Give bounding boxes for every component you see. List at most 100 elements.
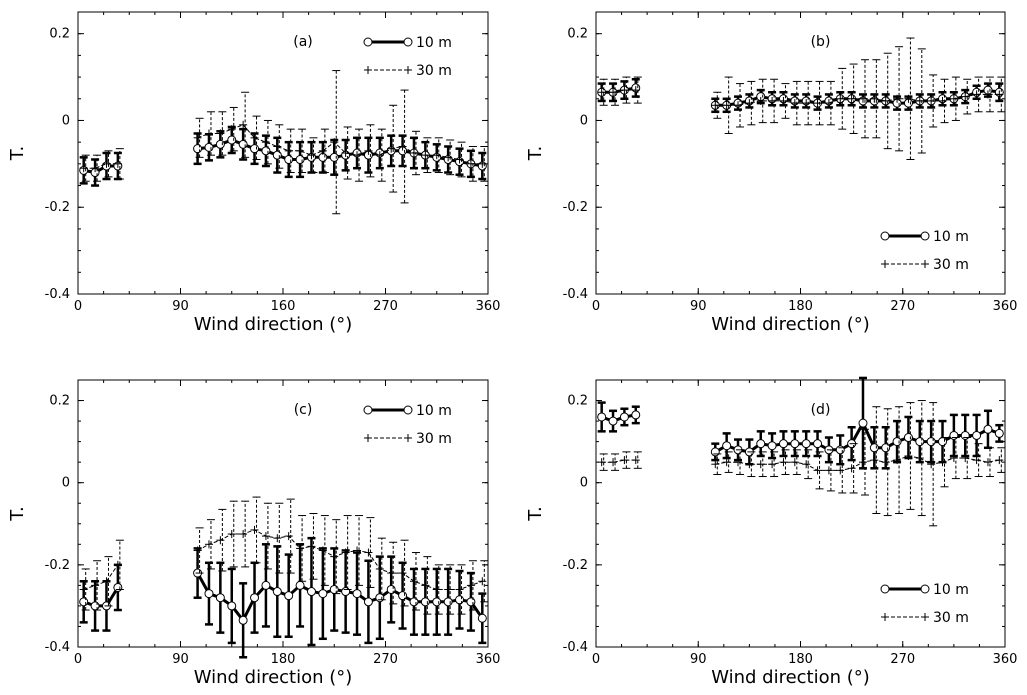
data-point: [193, 546, 202, 555]
data-point: [904, 451, 913, 460]
data-point: [927, 96, 936, 105]
data-point: [307, 151, 316, 160]
data-point: [858, 418, 868, 428]
series-line: [83, 564, 119, 590]
data-point: [387, 569, 396, 578]
panel-label: (c): [294, 402, 313, 418]
data-point: [364, 548, 373, 557]
data-point: [239, 530, 248, 539]
data-point: [870, 94, 879, 103]
data-point: [983, 90, 992, 99]
data-point: [250, 593, 260, 603]
data-point: [858, 458, 867, 467]
data-point: [250, 133, 259, 142]
x-tick-label: 360: [476, 299, 501, 314]
x-tick-label: 90: [172, 299, 189, 314]
data-point: [284, 146, 293, 155]
data-point: [284, 532, 293, 541]
data-point: [444, 153, 453, 162]
data-point: [261, 580, 271, 590]
x-tick-label: 360: [993, 299, 1018, 314]
data-point: [949, 430, 959, 440]
x-tick-label: 270: [373, 299, 398, 314]
data-point: [813, 439, 823, 449]
data-point: [631, 410, 641, 420]
x-tick-label: 270: [373, 652, 398, 667]
legend: [880, 231, 930, 268]
data-point: [273, 142, 282, 151]
data-point: [238, 139, 248, 149]
legend-label-30m: 30 m: [933, 257, 969, 273]
data-point: [995, 456, 1004, 465]
x-axis-title: Wind direction (°): [711, 667, 870, 688]
legend: [363, 37, 413, 74]
data-point: [215, 593, 225, 603]
data-point: [398, 591, 408, 601]
y-tick-label: 0.2: [49, 27, 70, 42]
x-tick-label: 180: [271, 652, 296, 667]
data-point: [915, 437, 925, 447]
y-tick-label: 0: [62, 476, 70, 491]
data-point: [398, 142, 407, 151]
data-point: [779, 96, 788, 105]
data-point: [824, 99, 833, 108]
data-point: [250, 525, 259, 534]
data-point: [756, 460, 765, 469]
data-point: [375, 593, 385, 603]
data-point: [994, 428, 1004, 438]
data-point: [79, 597, 89, 607]
data-point: [961, 454, 970, 463]
series-30m: [79, 496, 489, 615]
data-point: [466, 597, 476, 607]
y-tick-label: 0.2: [567, 394, 588, 409]
data-point: [398, 569, 407, 578]
legend-marker-10m: [920, 584, 930, 594]
data-point: [734, 458, 743, 467]
data-point: [295, 580, 305, 590]
data-point: [421, 581, 430, 590]
data-point: [409, 149, 418, 157]
data-point: [813, 466, 822, 475]
data-point: [597, 88, 606, 97]
data-point: [318, 546, 327, 555]
x-tick-label: 360: [993, 652, 1018, 667]
x-tick-label: 270: [890, 299, 915, 314]
plot-area: 0.2 0 -0.2 -0.4 0 90 180 270 360: [563, 11, 1018, 314]
data-point: [272, 587, 282, 597]
data-point: [113, 582, 123, 592]
x-tick-label: 270: [890, 652, 915, 667]
data-point: [836, 466, 845, 475]
data-point: [609, 458, 618, 467]
data-point: [892, 437, 902, 447]
data-point: [801, 439, 811, 449]
legend-label-30m: 30 m: [416, 63, 452, 79]
data-point: [341, 587, 351, 597]
series-line: [601, 413, 637, 423]
y-axis-title: T.: [525, 506, 546, 522]
legend-marker-10m: [880, 584, 890, 594]
plot-area: 0.2 0 -0.2 -0.4 0 90 180 270 360: [45, 379, 500, 667]
data-point: [983, 424, 993, 434]
data-point: [90, 601, 100, 611]
data-point: [972, 430, 982, 440]
data-point: [597, 458, 606, 467]
data-point: [904, 94, 913, 103]
axes-frame: [595, 11, 1006, 295]
plot-area: 0.2 0 -0.2 -0.4 0 90 160 270 360: [45, 11, 501, 314]
legend-marker-10m: [880, 231, 890, 241]
data-point: [710, 447, 720, 457]
data-point: [443, 597, 453, 607]
data-point: [779, 458, 788, 467]
data-point: [858, 94, 867, 103]
series-line: [601, 86, 637, 94]
panel-d: 0.2 0 -0.2 -0.4 0 90 180 270 360 T. Wind directi…: [525, 376, 1018, 688]
data-point: [363, 597, 373, 607]
legend-marker-10m: [920, 231, 930, 241]
data-point: [364, 146, 373, 155]
data-point: [778, 439, 788, 449]
data-point: [341, 548, 350, 557]
legend-label-10m: 10 m: [416, 403, 452, 419]
panel-label: (b): [811, 34, 831, 50]
data-point: [870, 456, 879, 465]
